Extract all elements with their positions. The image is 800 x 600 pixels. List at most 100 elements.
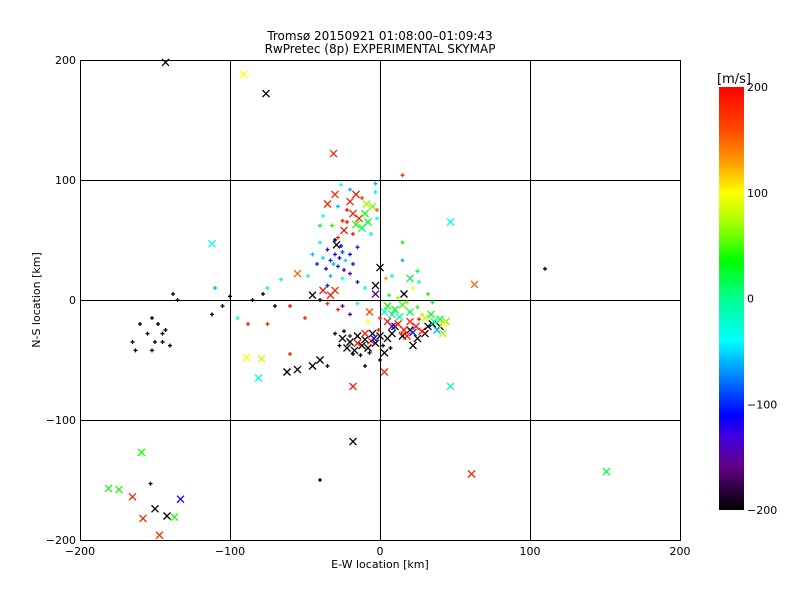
plus-marker (331, 262, 336, 266)
plus-marker (318, 478, 322, 482)
plus-marker (220, 304, 225, 308)
plus-marker (153, 340, 157, 344)
plus-marker (148, 481, 153, 486)
cross-marker (446, 218, 455, 226)
plus-marker (384, 276, 388, 281)
plus-marker (399, 331, 403, 336)
cross-marker (349, 437, 357, 446)
plus-marker (343, 258, 348, 263)
y-axis-label: N-S location [km] (30, 252, 43, 348)
plus-marker (306, 274, 310, 278)
plus-marker (348, 187, 352, 192)
cross-marker (262, 89, 270, 98)
cross-marker (424, 322, 432, 331)
plus-marker (273, 304, 277, 308)
cross-marker (370, 334, 378, 343)
cross-marker (406, 274, 414, 283)
plus-marker (325, 247, 330, 252)
plus-marker (175, 298, 180, 302)
x-tick-label: 200 (670, 545, 691, 558)
plus-marker (288, 352, 292, 356)
cross-marker (326, 291, 335, 300)
plus-marker (333, 331, 337, 336)
plus-marker (160, 331, 165, 336)
plus-marker (321, 256, 325, 260)
colorbar-tick-label: 100 (747, 187, 768, 200)
plus-marker (400, 258, 405, 263)
plus-marker (328, 274, 333, 278)
plus-marker (333, 238, 337, 242)
plus-marker (348, 312, 352, 317)
plus-marker (325, 364, 330, 368)
plus-marker (342, 268, 346, 272)
cross-marker (163, 512, 171, 520)
plus-marker (340, 218, 345, 223)
plus-marker (145, 331, 150, 336)
plus-marker (375, 216, 379, 221)
x-tick-label: −100 (215, 545, 245, 558)
cross-marker (409, 341, 417, 350)
plus-marker (150, 316, 154, 320)
cross-marker (257, 354, 266, 363)
cross-marker (349, 382, 357, 391)
plus-marker (321, 214, 325, 218)
plus-marker (156, 322, 160, 326)
cross-marker (352, 220, 360, 229)
cross-marker (293, 365, 302, 374)
cross-marker (436, 315, 444, 324)
plus-marker (363, 286, 367, 290)
plus-marker (378, 316, 382, 320)
plus-marker (210, 312, 214, 317)
y-tick-label: 100 (55, 174, 76, 187)
cross-marker (139, 514, 147, 523)
cross-marker (439, 329, 447, 338)
plus-marker (325, 301, 330, 306)
cross-marker (413, 334, 422, 343)
plus-marker (265, 286, 270, 290)
cross-marker (346, 197, 354, 206)
plus-marker (396, 295, 400, 300)
cross-marker (340, 226, 348, 235)
cross-marker (361, 335, 369, 344)
plus-marker (348, 271, 352, 276)
cross-marker (293, 269, 302, 278)
cross-marker (362, 200, 371, 208)
plus-marker (315, 262, 319, 266)
plus-marker (351, 352, 355, 356)
plus-marker (340, 304, 345, 308)
x-tick-label: 100 (520, 545, 541, 558)
plus-marker (351, 232, 355, 236)
cross-marker (446, 382, 455, 391)
cross-marker (398, 300, 407, 309)
plus-marker (417, 280, 421, 284)
plus-marker (318, 298, 322, 302)
cross-marker (430, 317, 438, 326)
cross-marker (371, 281, 380, 290)
plus-marker (543, 266, 547, 271)
chart-subtitle: RwPretec (8p) EXPERIMENTAL SKYMAP (265, 42, 496, 56)
plus-marker (378, 358, 382, 362)
cross-marker (350, 346, 359, 355)
cross-marker (283, 368, 291, 376)
plus-marker (387, 293, 391, 298)
plus-marker (430, 300, 435, 305)
plus-marker (339, 182, 343, 187)
cross-marker (161, 58, 170, 67)
data-points (104, 58, 611, 540)
plus-marker (366, 319, 370, 324)
cross-marker (349, 209, 357, 218)
cross-marker (151, 504, 159, 513)
plus-marker (411, 286, 415, 290)
plus-marker (130, 340, 135, 344)
cross-marker (242, 353, 251, 362)
plus-marker (279, 277, 283, 282)
cross-marker (368, 329, 377, 338)
x-axis-label: E-W location [km] (331, 558, 429, 571)
cross-marker (391, 305, 399, 314)
plus-marker (336, 264, 340, 269)
plus-marker (168, 343, 172, 348)
plus-marker (400, 240, 405, 245)
colorbar-tick-label: 200 (747, 81, 768, 94)
plus-marker (415, 305, 420, 310)
plus-marker (348, 252, 352, 257)
